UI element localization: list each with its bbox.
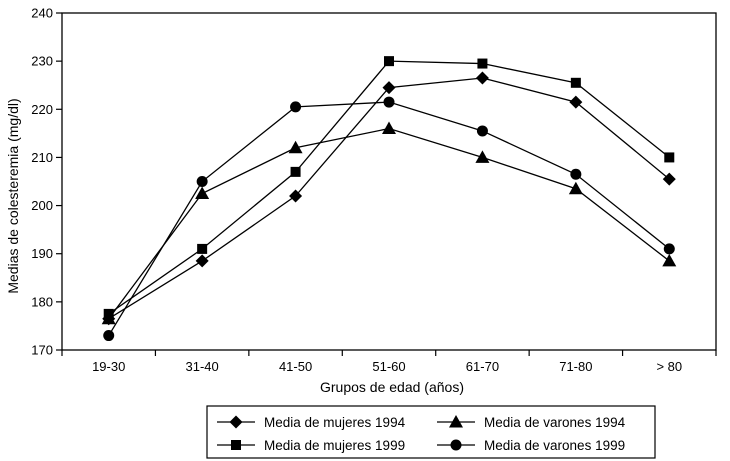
y-tick-label: 220 xyxy=(31,102,53,117)
series-diamond xyxy=(102,71,676,326)
data-point xyxy=(568,181,583,195)
legend: Media de mujeres 1994 Media de varones 19… xyxy=(206,405,656,459)
x-tick-label: 51-60 xyxy=(372,359,405,374)
plot-frame xyxy=(61,12,717,351)
series-triangle xyxy=(101,121,677,325)
data-point xyxy=(664,152,675,163)
x-axis-ticks: 19-30 31-40 41-50 51-60 61-70 71-80 > 80 xyxy=(61,350,717,374)
data-point xyxy=(383,96,395,108)
legend-label: Media de varones 1999 xyxy=(484,438,625,453)
series-line xyxy=(108,77,670,320)
data-point xyxy=(288,140,303,154)
legend-item: Media de mujeres 1999 xyxy=(217,438,405,453)
legend-box xyxy=(206,405,656,459)
data-point xyxy=(289,189,303,203)
data-point xyxy=(382,81,396,95)
y-tick-label: 180 xyxy=(31,294,53,309)
y-tick-label: 240 xyxy=(31,6,53,21)
data-point xyxy=(290,101,302,113)
x-tick-label: > 80 xyxy=(656,359,682,374)
data-point xyxy=(662,253,677,267)
y-axis-ticks: 170 180 190 200 210 220 230 240 xyxy=(31,6,62,358)
legend-item: Media de varones 1994 xyxy=(437,415,626,430)
data-point xyxy=(569,95,583,109)
data-point xyxy=(290,166,301,177)
y-axis-label: Medias de colesteremia (mg/dl) xyxy=(5,98,21,293)
data-point xyxy=(103,308,114,319)
x-axis-label: Grupos de edad (años) xyxy=(320,379,464,395)
y-tick-label: 170 xyxy=(31,343,53,358)
legend-label: Media de mujeres 1999 xyxy=(264,438,405,453)
data-point xyxy=(477,58,488,69)
series-square xyxy=(103,56,675,319)
y-tick-label: 230 xyxy=(31,54,53,69)
series-group xyxy=(101,56,677,342)
data-point xyxy=(384,56,394,67)
legend-item: Media de mujeres 1994 xyxy=(217,415,406,430)
data-point xyxy=(570,168,582,180)
data-point xyxy=(663,243,675,255)
series-line xyxy=(108,127,670,320)
data-point xyxy=(662,172,676,186)
x-tick-label: 71-80 xyxy=(559,359,592,374)
x-tick-label: 41-50 xyxy=(279,359,312,374)
series-circle xyxy=(103,96,675,342)
legend-marker xyxy=(231,440,241,450)
data-point xyxy=(103,330,115,342)
series-line xyxy=(108,101,670,336)
legend-marker xyxy=(229,415,243,429)
x-tick-label: 31-40 xyxy=(186,359,219,374)
data-point xyxy=(476,125,488,137)
data-point xyxy=(475,150,490,163)
legend-marker xyxy=(450,439,462,451)
legend-marker xyxy=(449,415,463,428)
x-tick-label: 19-30 xyxy=(92,359,125,374)
data-point xyxy=(570,77,581,88)
y-tick-label: 210 xyxy=(31,150,53,165)
data-point xyxy=(475,71,489,85)
data-point xyxy=(382,121,396,135)
data-point xyxy=(197,243,208,254)
x-tick-label: 61-70 xyxy=(466,359,499,374)
legend-item: Media de varones 1999 xyxy=(437,438,625,453)
y-tick-label: 190 xyxy=(31,246,53,261)
legend-label: Media de varones 1994 xyxy=(484,415,626,430)
data-point xyxy=(196,176,208,187)
plot-area xyxy=(61,12,717,351)
legend-label: Media de mujeres 1994 xyxy=(264,415,406,430)
data-point xyxy=(195,254,209,268)
y-tick-label: 200 xyxy=(31,198,53,213)
data-point xyxy=(195,186,210,200)
